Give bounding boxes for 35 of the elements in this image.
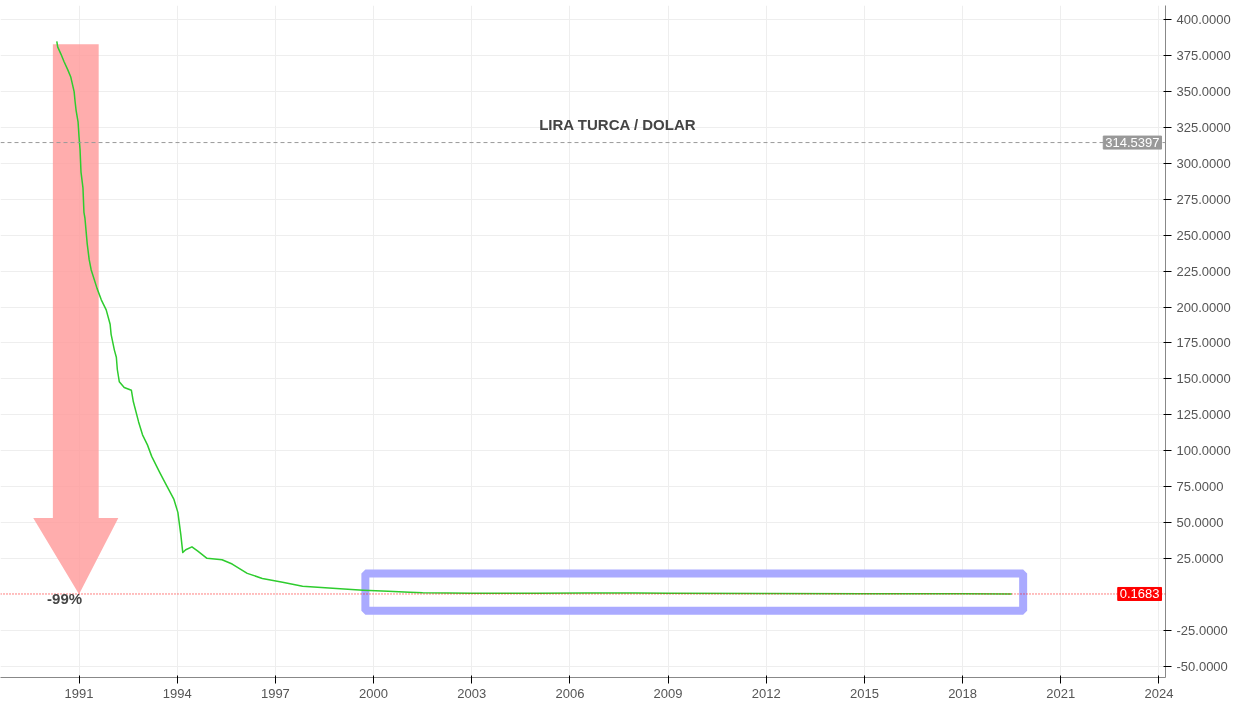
y-tick-label: 275.0000 bbox=[1176, 191, 1231, 207]
x-tick-label: 2024 bbox=[1144, 685, 1174, 701]
x-tick-label: 1994 bbox=[162, 685, 192, 701]
x-tick-label: 2006 bbox=[555, 685, 585, 701]
y-tick-label: 325.0000 bbox=[1176, 120, 1231, 136]
ref-line-label: 314.5397 bbox=[1105, 135, 1160, 151]
y-tick-label: 175.0000 bbox=[1176, 335, 1231, 351]
y-tick-label: -25.0000 bbox=[1176, 622, 1228, 638]
y-tick-label: -50.0000 bbox=[1176, 658, 1228, 674]
y-tick-label: 200.0000 bbox=[1176, 299, 1231, 315]
x-tick-label: 1997 bbox=[260, 685, 290, 701]
annotation: -99% bbox=[47, 589, 83, 607]
x-tick-label: 2003 bbox=[457, 685, 487, 701]
ref-line-label: 0.1683 bbox=[1119, 586, 1160, 602]
y-tick-label: 75.0000 bbox=[1176, 479, 1224, 495]
text: LIRA TURCA / DOLAR bbox=[539, 116, 696, 134]
x-tick-label: 2018 bbox=[948, 685, 978, 701]
y-tick-label: 25.0000 bbox=[1176, 550, 1224, 566]
y-tick-label: 300.0000 bbox=[1176, 155, 1231, 171]
line-series bbox=[56, 40, 1013, 595]
x-tick-label: 2021 bbox=[1046, 685, 1076, 701]
y-tick-label: 400.0000 bbox=[1176, 12, 1231, 28]
y-tick-label: 375.0000 bbox=[1176, 48, 1231, 64]
y-tick-label: 100.0000 bbox=[1176, 443, 1231, 459]
y-tick-label: 50.0000 bbox=[1176, 514, 1224, 530]
y-tick-label: 225.0000 bbox=[1176, 263, 1231, 279]
x-tick-label: 1991 bbox=[64, 685, 94, 701]
x-tick-label: 2009 bbox=[653, 685, 683, 701]
x-tick-label: 2015 bbox=[849, 685, 879, 701]
y-tick-label: 150.0000 bbox=[1176, 371, 1231, 387]
y-tick-label: 250.0000 bbox=[1176, 227, 1231, 243]
y-tick-label: 125.0000 bbox=[1176, 407, 1231, 423]
x-tick-label: 2000 bbox=[359, 685, 389, 701]
x-tick-label: 2012 bbox=[751, 685, 781, 701]
y-tick-label: 350.0000 bbox=[1176, 84, 1231, 100]
